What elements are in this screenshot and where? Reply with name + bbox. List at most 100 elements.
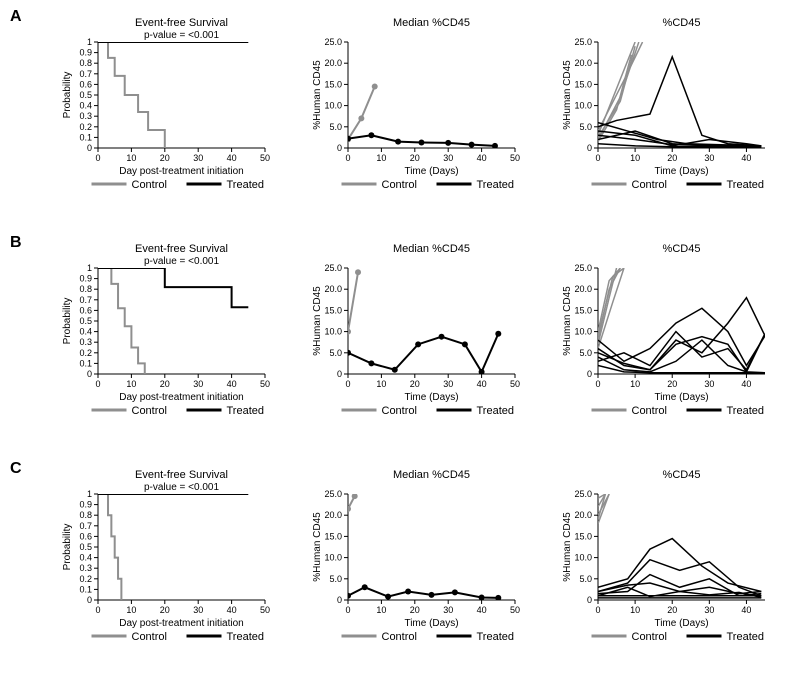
panel-label-a: A bbox=[10, 8, 22, 26]
svg-text:0.3: 0.3 bbox=[79, 337, 92, 347]
svg-text:Control: Control bbox=[382, 405, 417, 417]
svg-text:p-value = <0.001: p-value = <0.001 bbox=[144, 482, 219, 493]
svg-text:15.0: 15.0 bbox=[324, 79, 342, 89]
svg-text:0.5: 0.5 bbox=[79, 542, 92, 552]
svg-text:Control: Control bbox=[132, 179, 167, 191]
svg-text:20.0: 20.0 bbox=[574, 284, 592, 294]
svg-text:0.8: 0.8 bbox=[79, 58, 92, 68]
svg-text:10: 10 bbox=[376, 153, 386, 163]
svg-text:0.8: 0.8 bbox=[79, 510, 92, 520]
svg-text:Day post-treatment initiation: Day post-treatment initiation bbox=[119, 618, 244, 629]
svg-text:1: 1 bbox=[87, 263, 92, 273]
svg-text:Median %CD45: Median %CD45 bbox=[393, 469, 470, 481]
svg-text:0.6: 0.6 bbox=[79, 79, 92, 89]
svg-text:0: 0 bbox=[87, 595, 92, 605]
svg-text:Time (Days): Time (Days) bbox=[404, 166, 458, 177]
svg-text:10: 10 bbox=[126, 605, 136, 615]
svg-text:%CD45: %CD45 bbox=[663, 243, 701, 255]
svg-text:30: 30 bbox=[704, 153, 714, 163]
svg-text:0.7: 0.7 bbox=[79, 295, 92, 305]
svg-text:30: 30 bbox=[193, 379, 203, 389]
svg-text:0.7: 0.7 bbox=[79, 521, 92, 531]
svg-text:p-value = <0.001: p-value = <0.001 bbox=[144, 256, 219, 267]
svg-text:5.0: 5.0 bbox=[579, 574, 592, 584]
svg-text:0.9: 0.9 bbox=[79, 274, 92, 284]
svg-text:25.0: 25.0 bbox=[574, 489, 592, 499]
svg-text:25.0: 25.0 bbox=[574, 263, 592, 273]
svg-text:Control: Control bbox=[382, 179, 417, 191]
svg-text:30: 30 bbox=[443, 379, 453, 389]
svg-text:10.0: 10.0 bbox=[324, 553, 342, 563]
svg-text:40: 40 bbox=[741, 153, 751, 163]
svg-text:10.0: 10.0 bbox=[574, 553, 592, 563]
svg-text:0: 0 bbox=[337, 143, 342, 153]
svg-text:0: 0 bbox=[595, 605, 600, 615]
svg-text:10.0: 10.0 bbox=[574, 101, 592, 111]
svg-text:15.0: 15.0 bbox=[574, 531, 592, 541]
svg-text:%Human CD45: %Human CD45 bbox=[562, 512, 573, 582]
svg-text:10: 10 bbox=[126, 153, 136, 163]
svg-text:20: 20 bbox=[667, 379, 677, 389]
svg-text:0.2: 0.2 bbox=[79, 122, 92, 132]
svg-text:5.0: 5.0 bbox=[329, 574, 342, 584]
svg-text:%CD45: %CD45 bbox=[663, 17, 701, 29]
svg-text:Treated: Treated bbox=[727, 405, 765, 417]
chart-spaghetti-a: 01020304005.010.015.020.025.0Time (Days)… bbox=[560, 14, 770, 184]
svg-text:20: 20 bbox=[160, 605, 170, 615]
svg-text:5.0: 5.0 bbox=[329, 348, 342, 358]
svg-text:10.0: 10.0 bbox=[324, 327, 342, 337]
svg-text:0.4: 0.4 bbox=[79, 327, 92, 337]
svg-text:1: 1 bbox=[87, 489, 92, 499]
svg-text:0: 0 bbox=[95, 379, 100, 389]
svg-text:Event-free Survival: Event-free Survival bbox=[135, 17, 228, 29]
svg-text:0: 0 bbox=[587, 595, 592, 605]
svg-text:Median %CD45: Median %CD45 bbox=[393, 17, 470, 29]
svg-text:0.7: 0.7 bbox=[79, 69, 92, 79]
svg-text:Treated: Treated bbox=[477, 179, 515, 191]
svg-text:Median %CD45: Median %CD45 bbox=[393, 243, 470, 255]
panel-label-b: B bbox=[10, 234, 22, 252]
chart-survival-a: 0102030405000.10.20.30.40.50.60.70.80.91… bbox=[60, 14, 270, 184]
chart-survival-b: 0102030405000.10.20.30.40.50.60.70.80.91… bbox=[60, 240, 270, 410]
figure-container: { "colors":{ "control":"#8f8f8f", "treat… bbox=[0, 0, 800, 694]
svg-text:Time (Days): Time (Days) bbox=[654, 392, 708, 403]
svg-text:0: 0 bbox=[87, 143, 92, 153]
svg-text:30: 30 bbox=[443, 605, 453, 615]
svg-text:Control: Control bbox=[132, 405, 167, 417]
svg-text:1: 1 bbox=[87, 37, 92, 47]
svg-text:20: 20 bbox=[410, 605, 420, 615]
svg-text:Treated: Treated bbox=[227, 405, 265, 417]
chart-median-b: 0102030405005.010.015.020.025.0Time (Day… bbox=[310, 240, 520, 410]
chart-survival-c: 0102030405000.10.20.30.40.50.60.70.80.91… bbox=[60, 466, 270, 636]
svg-text:0.9: 0.9 bbox=[79, 500, 92, 510]
chart-median-c: 0102030405005.010.015.020.025.0Time (Day… bbox=[310, 466, 520, 636]
svg-text:0.1: 0.1 bbox=[79, 358, 92, 368]
svg-text:0: 0 bbox=[95, 153, 100, 163]
svg-text:10: 10 bbox=[630, 379, 640, 389]
svg-text:15.0: 15.0 bbox=[324, 305, 342, 315]
svg-text:0.2: 0.2 bbox=[79, 574, 92, 584]
svg-text:0: 0 bbox=[337, 595, 342, 605]
svg-text:40: 40 bbox=[227, 605, 237, 615]
svg-text:Treated: Treated bbox=[727, 179, 765, 191]
svg-text:Event-free Survival: Event-free Survival bbox=[135, 469, 228, 481]
svg-text:20: 20 bbox=[667, 153, 677, 163]
svg-text:%CD45: %CD45 bbox=[663, 469, 701, 481]
svg-text:0.5: 0.5 bbox=[79, 90, 92, 100]
svg-text:0.4: 0.4 bbox=[79, 101, 92, 111]
svg-text:Treated: Treated bbox=[477, 405, 515, 417]
svg-text:Probability: Probability bbox=[62, 298, 73, 345]
svg-text:15.0: 15.0 bbox=[324, 531, 342, 541]
svg-text:Time (Days): Time (Days) bbox=[654, 618, 708, 629]
svg-text:0: 0 bbox=[345, 605, 350, 615]
svg-text:10.0: 10.0 bbox=[324, 101, 342, 111]
svg-text:40: 40 bbox=[227, 379, 237, 389]
svg-text:Control: Control bbox=[632, 179, 667, 191]
svg-text:40: 40 bbox=[477, 379, 487, 389]
svg-text:0: 0 bbox=[587, 369, 592, 379]
svg-text:Probability: Probability bbox=[62, 72, 73, 119]
svg-text:%Human CD45: %Human CD45 bbox=[312, 60, 323, 130]
svg-text:20: 20 bbox=[160, 153, 170, 163]
svg-text:25.0: 25.0 bbox=[324, 37, 342, 47]
svg-text:15.0: 15.0 bbox=[574, 305, 592, 315]
